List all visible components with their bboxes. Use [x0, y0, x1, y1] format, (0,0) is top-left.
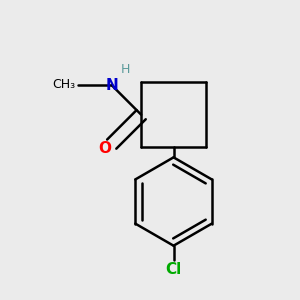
Text: H: H: [120, 62, 130, 76]
Text: N: N: [105, 78, 118, 93]
Text: Cl: Cl: [165, 262, 182, 277]
Text: O: O: [98, 141, 111, 156]
Text: CH₃: CH₃: [52, 78, 75, 92]
